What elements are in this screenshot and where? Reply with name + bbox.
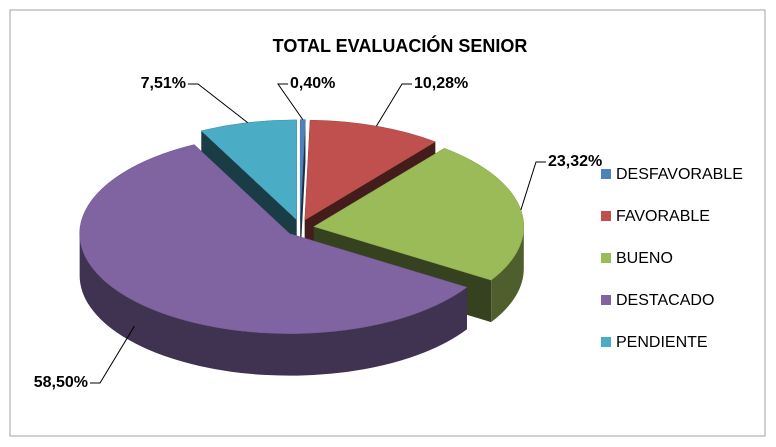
legend-label: DESTACADO [616, 292, 714, 309]
data-label: 58,50% [34, 374, 88, 391]
data-label: 23,32% [548, 153, 602, 170]
slice [200, 119, 297, 221]
legend-label: FAVORABLE [616, 208, 710, 225]
legend-swatch [601, 169, 611, 179]
leader-line [375, 83, 412, 127]
leader-line [520, 161, 546, 211]
chart-title: TOTAL EVALUACIÓN SENIOR [273, 35, 528, 56]
legend-swatch [601, 211, 611, 221]
slice [299, 119, 306, 220]
slice [313, 148, 525, 281]
data-label: 7,51% [141, 75, 186, 92]
leader-line [188, 83, 248, 123]
pie-tops [79, 119, 525, 334]
slice [79, 144, 468, 334]
legend-swatch [601, 295, 611, 305]
leader-line [90, 325, 135, 384]
legend-label: BUENO [616, 250, 673, 267]
leader-line [277, 83, 304, 120]
slice-side [300, 119, 306, 262]
data-label: 10,28% [414, 75, 468, 92]
data-label: 0,40% [290, 75, 335, 92]
legend-swatch [601, 337, 611, 347]
legend-label: PENDIENTE [616, 334, 708, 351]
slice-wall [79, 233, 467, 376]
legend-label: DESFAVORABLE [616, 166, 743, 183]
legend-swatch [601, 253, 611, 263]
slice-wall [491, 226, 524, 323]
